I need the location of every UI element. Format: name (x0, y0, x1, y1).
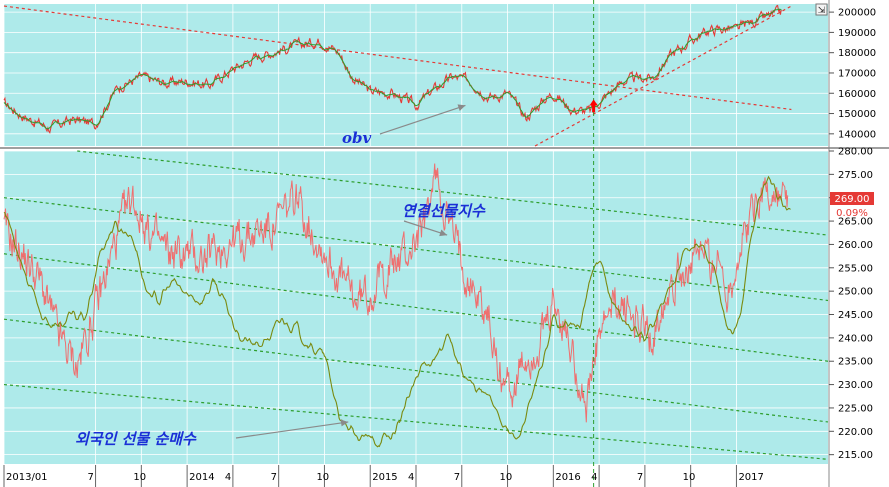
xtick-label-15: 2017 (738, 472, 763, 483)
obv-ytick-label-2: 160000 (838, 89, 876, 100)
obv-ytick-label-1: 150000 (838, 109, 876, 120)
futures-ytick-label-8: 255.00 (838, 263, 873, 274)
expand-button[interactable]: ⇲ (815, 3, 828, 16)
obv-trendline-0 (3, 5, 792, 111)
futures-index-annotation-arrowhead-icon (439, 229, 448, 237)
xtick-label-1: 7 (88, 472, 94, 483)
futures-ytick-label-5: 240.00 (838, 333, 873, 344)
obv-annotation-arrowhead-icon (457, 104, 466, 112)
price-change-value: 0.09% (836, 208, 868, 219)
markers (589, 99, 598, 113)
futures-ytick-label-2: 225.00 (838, 403, 873, 414)
futures-index-annotation-pointer (403, 220, 448, 236)
futures-index-annotation: 연결선물지수 (402, 202, 486, 220)
up-arrow-icon (589, 99, 598, 113)
xtick-label-13: 7 (637, 472, 643, 483)
expand-icon: ⇲ (818, 6, 826, 16)
futures-ytick-label-7: 250.00 (838, 287, 873, 298)
x-axis: 2013/01 7 10 2014 4 7 10 2015 4 7 10 2016 4 7 10 2017 (3, 465, 764, 487)
obv-trendlines (3, 5, 792, 147)
obv-ytick-label-3: 170000 (838, 68, 876, 79)
obv-ytick-label-0: 140000 (838, 129, 876, 140)
foreign-net-buying-annotation-arrowhead-icon (340, 419, 349, 427)
obv-y-axis: 140000 150000 160000 170000 180000 190000 2000… (829, 8, 876, 140)
xtick-label-0: 2013/01 (6, 472, 48, 483)
obv-trendline-1 (534, 5, 792, 147)
xtick-label-12: 4 (591, 472, 597, 483)
futures-y-axis: 215.00 220.00 225.00 230.00 235.00 240.00 245.… (829, 147, 873, 461)
xtick-label-10: 10 (500, 472, 513, 483)
futures-trendline-1 (3, 197, 829, 302)
futures-ytick-label-12: 275.00 (838, 170, 873, 181)
xtick-label-5: 7 (271, 472, 277, 483)
obv-moving-average-line (3, 8, 782, 130)
obv-annotation: obv (342, 129, 371, 147)
xaxis-strip (0, 465, 830, 487)
futures-ytick-label-6: 245.00 (838, 310, 873, 321)
futures-ytick-label-3: 230.00 (838, 380, 873, 391)
xtick-label-2: 10 (133, 472, 146, 483)
futures-ytick-label-1: 220.00 (838, 427, 873, 438)
futures-ytick-label-13: 280.00 (838, 147, 873, 158)
futures-series (3, 163, 791, 448)
futures-ytick-label-0: 215.00 (838, 450, 873, 461)
foreign-net-buying-annotation-pointer (235, 421, 349, 439)
xtick-label-3: 2014 (189, 472, 214, 483)
xtick-label-8: 4 (408, 472, 414, 483)
xtick-label-11: 2016 (555, 472, 580, 483)
futures-ytick-label-10: 265.00 (838, 217, 873, 228)
obv-ytick-label-5: 190000 (838, 28, 876, 39)
obv-ytick-label-6: 200000 (838, 8, 876, 19)
obv-ytick-label-4: 180000 (838, 48, 876, 59)
xtick-label-6: 10 (316, 472, 329, 483)
xtick-label-14: 10 (683, 472, 696, 483)
xtick-label-9: 7 (454, 472, 460, 483)
obv-series (3, 4, 782, 134)
xtick-label-7: 2015 (372, 472, 397, 483)
futures-ytick-label-4: 235.00 (838, 357, 873, 368)
foreign-net-buying-line (3, 175, 791, 448)
foreign-net-buying-annotation: 외국인 선물 순매수 (75, 430, 197, 448)
price-label: 269.00 0.09% (830, 192, 874, 219)
obv-annotation-pointer (379, 104, 466, 135)
last-price-value: 269.00 (835, 194, 870, 205)
futures-trendline-3 (3, 318, 829, 423)
xtick-label-4: 4 (225, 472, 231, 483)
last-price-box (830, 192, 874, 205)
futures-ytick-label-9: 260.00 (838, 240, 873, 251)
